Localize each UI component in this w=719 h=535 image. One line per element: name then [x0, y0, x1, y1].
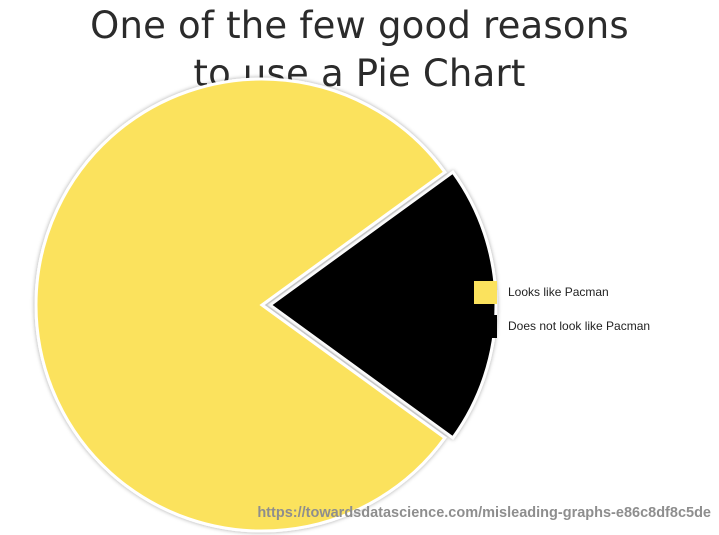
- legend-item-looks-like-pacman: Looks like Pacman: [474, 280, 650, 304]
- legend-label-does-not-look-like-pacman: Does not look like Pacman: [508, 319, 651, 333]
- legend-label-looks-like-pacman: Looks like Pacman: [508, 285, 609, 299]
- pie-slice-looks-like-pacman: [34, 77, 447, 533]
- chart-legend: Looks like Pacman Does not look like Pac…: [474, 280, 650, 348]
- chart-title: One of the few good reasons to use a Pie…: [0, 2, 719, 98]
- chart-title-line-1: One of the few good reasons: [90, 4, 629, 47]
- source-url: https://towardsdatascience.com/misleadin…: [257, 505, 711, 521]
- pie-slice-does-not-look-like-pacman: [267, 170, 498, 440]
- legend-swatch-does-not-look-like-pacman: [474, 314, 497, 338]
- legend-item-does-not-look-like-pacman: Does not look like Pacman: [474, 314, 650, 338]
- legend-swatch-looks-like-pacman: [474, 280, 497, 304]
